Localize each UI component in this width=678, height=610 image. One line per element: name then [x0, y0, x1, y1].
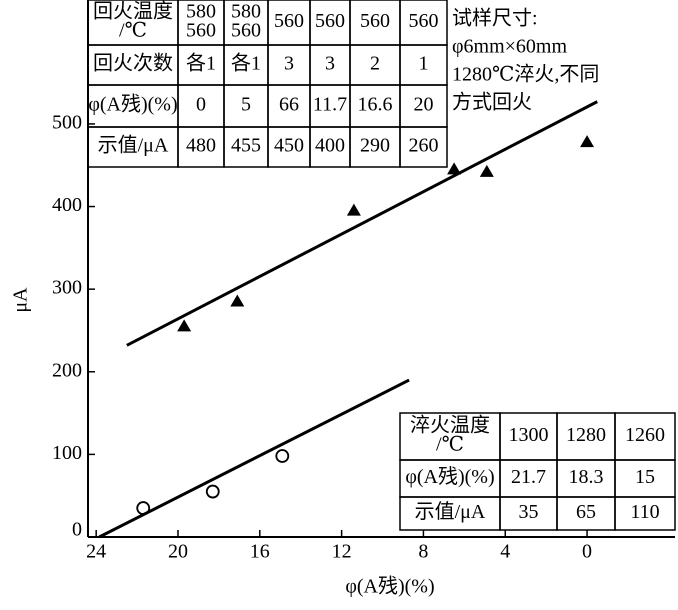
x-tick-label: 20 [168, 541, 188, 563]
triangle-point [346, 203, 361, 216]
y-axis-label: μA [10, 287, 32, 313]
cell-text: φ(A残)(%) [405, 465, 494, 488]
cell-text: 示值/μA [415, 500, 486, 523]
triangle-point [230, 294, 245, 307]
cell-text: 290 [360, 135, 390, 157]
cell-text: 560 [409, 10, 439, 32]
cell-text: 20 [414, 94, 434, 116]
x-tick-label: 24 [86, 541, 106, 563]
table-cell [399, 126, 448, 168]
cell-text: 各1 [231, 52, 261, 75]
cell-text: /℃ [436, 434, 464, 456]
cell-text: 21.7 [511, 466, 546, 488]
cell-text: 15 [635, 466, 655, 488]
y-tick-label: 100 [52, 442, 82, 464]
cell-text: 580 [231, 1, 261, 23]
cell-text: 560 [186, 20, 216, 42]
cell-text: 示值/μA [98, 134, 169, 157]
cell-text: 560 [360, 10, 390, 32]
y-tick-label: 400 [52, 194, 82, 216]
cell-text: 580 [186, 1, 216, 23]
annotation: φ6mm×60mm [452, 36, 567, 58]
circle-point [275, 449, 290, 463]
cell-text: 400 [315, 135, 345, 157]
cell-text: 回火次数 [93, 52, 173, 75]
cell-text: /℃ [119, 20, 147, 42]
annotation: 方式回火 [452, 91, 532, 114]
y-tick-label: 500 [52, 112, 82, 134]
cell-text: 260 [409, 135, 439, 157]
cell-text: 455 [231, 135, 261, 157]
cell-text: 18.3 [569, 466, 604, 488]
cell-text: 回火温度 [93, 0, 173, 23]
y-tick-label: 0 [72, 519, 82, 541]
x-tick-label: 16 [250, 541, 270, 563]
cell-text: 65 [576, 501, 596, 523]
trend-line [126, 100, 598, 347]
cell-text: 各1 [186, 52, 216, 75]
cell-text: 1280 [566, 424, 606, 446]
cell-text: 1300 [509, 424, 549, 446]
cell-text: 0 [196, 94, 206, 116]
cell-text: 560 [315, 10, 345, 32]
cell-text: 3 [284, 53, 294, 75]
annotation: 1280℃淬火,不同 [452, 63, 599, 86]
y-tick-label: 200 [52, 359, 82, 381]
cell-text: 1 [419, 53, 429, 75]
cell-text: 560 [231, 20, 261, 42]
table-cell [614, 496, 676, 531]
cell-text: 480 [186, 135, 216, 157]
circle-point [205, 484, 220, 499]
cell-text: 66 [279, 94, 299, 116]
cell-text: 560 [274, 10, 304, 32]
cell-text: 450 [274, 135, 304, 157]
triangle-point [177, 319, 192, 332]
cell-text: 2 [370, 53, 380, 75]
cell-text: 5 [241, 94, 251, 116]
cell-text: 11.7 [313, 94, 347, 116]
trend-line [98, 378, 410, 539]
x-tick-label: 0 [582, 541, 592, 563]
cell-text: 16.6 [358, 94, 393, 116]
cell-text: 35 [519, 501, 539, 523]
x-tick-label: 4 [500, 541, 510, 563]
x-tick-label: 8 [418, 541, 428, 563]
triangle-point [447, 162, 462, 175]
y-tick-label: 300 [52, 277, 82, 299]
cell-text: 1260 [625, 424, 665, 446]
x-axis-label: φ(A残)(%) [345, 575, 434, 598]
triangle-point [479, 164, 494, 177]
cell-text: 淬火温度 [410, 414, 490, 437]
x-tick-label: 12 [332, 541, 352, 563]
cell-text: 3 [325, 53, 335, 75]
cell-text: φ(A残)(%) [88, 93, 177, 116]
annotation: 试样尺寸: [452, 7, 538, 30]
triangle-point [580, 135, 595, 148]
cell-text: 110 [630, 501, 659, 523]
